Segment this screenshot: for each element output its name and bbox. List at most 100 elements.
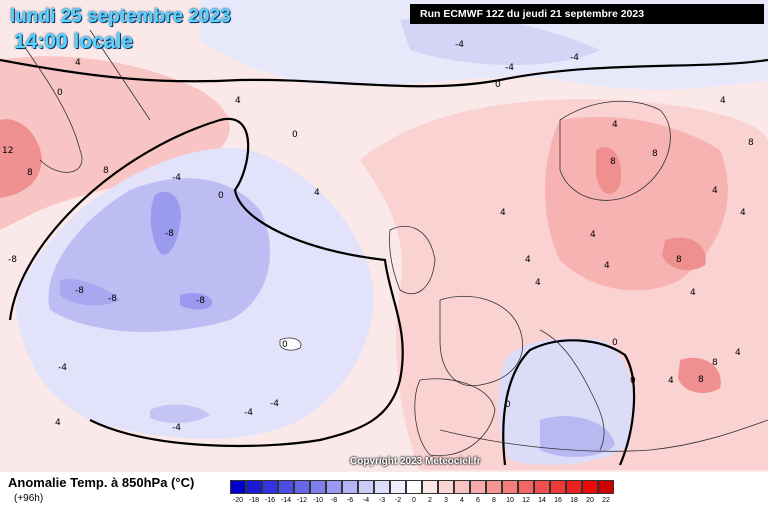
coast-france: [439, 295, 523, 387]
scale-tick-label: -4: [362, 497, 370, 504]
cool-core-atlantic-1: [150, 191, 181, 255]
contour-label: 8: [27, 168, 33, 178]
contour-label: 0: [282, 340, 288, 350]
contour-label: 8: [103, 166, 109, 176]
scale-tick-label: 14: [538, 497, 546, 504]
color-swatch: [278, 480, 294, 494]
legend-title: Anomalie Temp. à 850hPa (°C): [8, 475, 195, 490]
color-swatch: [326, 480, 342, 494]
contour-label: 0: [495, 80, 501, 90]
contour-label: 8: [652, 149, 658, 159]
cool-core-north: [400, 16, 600, 65]
scale-tick-label: 18: [570, 497, 578, 504]
scale-tick-label: 12: [522, 497, 530, 504]
color-scale-ticks: -20 -18 -16 -14 -12 -10 -8 -6 -4 -3 -2 0 2 3 4 6 8 10 12 14…: [230, 497, 614, 504]
scale-tick-label: 4: [460, 497, 464, 504]
scale-tick-label: -12: [296, 497, 308, 504]
scale-tick-label: 16: [554, 497, 562, 504]
contour-label: 4: [75, 58, 81, 68]
warm-core-east: [662, 237, 706, 271]
scale-tick-label: 10: [506, 497, 514, 504]
zero-contour-mediterranean: [502, 339, 636, 466]
contour-label: 8: [698, 375, 704, 385]
contour-label: 4: [535, 278, 541, 288]
coast-scandinavia: [559, 100, 671, 201]
contour-label: 8: [676, 255, 682, 265]
copyright-notice: Copyright 2023 Meteociel.fr: [350, 456, 481, 467]
contour-label: 0: [505, 400, 511, 410]
color-swatch: [470, 480, 486, 494]
coast-british-isles: [389, 225, 436, 295]
color-swatch: [502, 480, 518, 494]
scale-tick-label: -2: [394, 497, 402, 504]
cool-core-atlantic-3: [60, 279, 120, 306]
color-swatch: [374, 480, 390, 494]
coast-north-africa: [439, 419, 768, 452]
color-swatch: [438, 480, 454, 494]
scale-tick-label: 2: [428, 497, 432, 504]
contour-label: 8: [748, 138, 754, 148]
scale-tick-label: 6: [476, 497, 480, 504]
legend-subtitle: (+96h): [14, 493, 44, 504]
contour-label: -8: [75, 286, 84, 296]
contour-label: 0: [218, 191, 224, 201]
scale-tick-label: -14: [280, 497, 292, 504]
contour-label: -4: [172, 173, 181, 183]
scale-tick-label: -16: [264, 497, 276, 504]
contour-label: -8: [196, 296, 205, 306]
cool-core-mediterranean: [540, 416, 615, 457]
color-swatch: [230, 480, 246, 494]
scale-tick-label: -18: [248, 497, 260, 504]
color-swatch: [406, 480, 422, 494]
cool-patch-south: [150, 404, 210, 423]
scale-tick-label: 20: [586, 497, 594, 504]
contour-label: 4: [604, 261, 610, 271]
contour-label: 0: [57, 88, 63, 98]
zero-contour-atlantic: [8, 117, 404, 448]
color-swatch: [566, 480, 582, 494]
contour-label: 4: [668, 376, 674, 386]
color-scale: [230, 480, 614, 494]
color-swatch: [454, 480, 470, 494]
contour-label: -4: [58, 363, 67, 373]
contour-label: 4: [314, 188, 320, 198]
warm-area-west: [0, 56, 230, 230]
warm-core-west: [0, 119, 42, 198]
color-swatch: [486, 480, 502, 494]
scale-tick-label: -8: [330, 497, 338, 504]
contour-label: 8: [712, 358, 718, 368]
scale-tick-label: 0: [412, 497, 416, 504]
contour-label: -4: [244, 408, 253, 418]
color-swatch: [246, 480, 262, 494]
contour-label: 4: [612, 120, 618, 130]
contour-label: 0: [612, 338, 618, 348]
color-swatch: [358, 480, 374, 494]
contour-label: 4: [712, 186, 718, 196]
color-swatch: [518, 480, 534, 494]
warm-core-southeast: [678, 357, 721, 393]
forecast-time: 14:00 locale: [14, 30, 134, 53]
scale-tick-label: 8: [492, 497, 496, 504]
color-swatch: [534, 480, 550, 494]
color-swatch: [294, 480, 310, 494]
contour-label: 4: [55, 418, 61, 428]
contour-label: -4: [570, 53, 579, 63]
color-swatch: [262, 480, 278, 494]
contour-label: -8: [165, 229, 174, 239]
contour-label: 4: [735, 348, 741, 358]
contour-label: -4: [455, 40, 464, 50]
scale-tick-label: -20: [232, 497, 244, 504]
contour-label: -8: [108, 294, 117, 304]
contour-label: -8: [8, 255, 17, 265]
contour-label: 4: [590, 230, 596, 240]
contour-label: 0: [292, 130, 298, 140]
color-swatch: [390, 480, 406, 494]
contour-label: 4: [500, 208, 506, 218]
contour-label: 4: [525, 255, 531, 265]
contour-label: -4: [172, 423, 181, 433]
contour-label: 4: [740, 208, 746, 218]
scale-tick-label: -6: [346, 497, 354, 504]
coast-azores: [279, 337, 302, 351]
